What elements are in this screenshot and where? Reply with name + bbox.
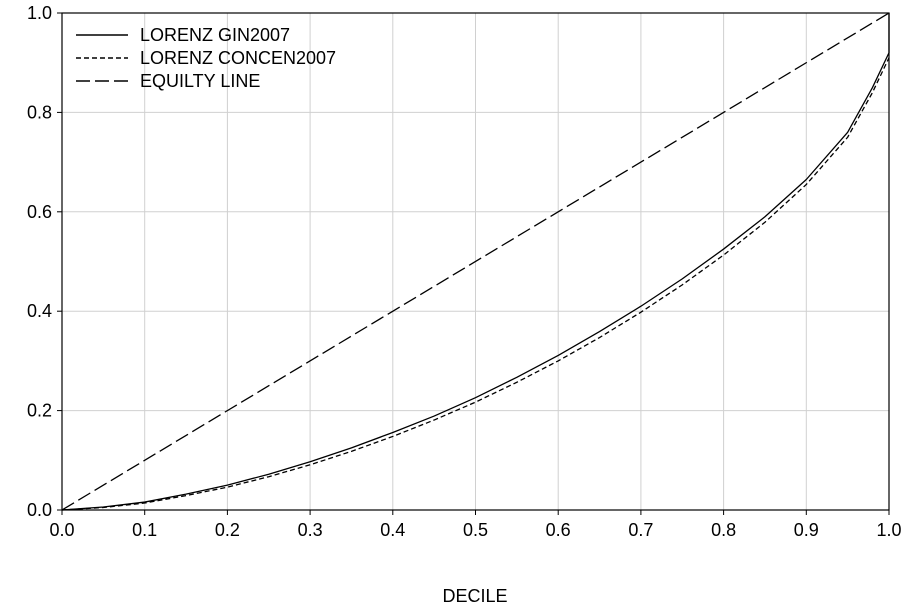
- y-tick-label: 1.0: [27, 3, 52, 23]
- x-tick-label: 0.4: [380, 520, 405, 540]
- series-layer: [61, 12, 890, 511]
- x-tick-label: 0.8: [711, 520, 736, 540]
- series-line-long-dash: [61, 12, 890, 511]
- tick-layer: 0.0 0.1 0.2 0.3 0.4 0.5 0.6 0.7 0.8 0.9 1.0 0.0 0.2 0…: [27, 3, 902, 540]
- x-tick-label: 0.2: [215, 520, 240, 540]
- x-tick-label: 0.0: [49, 520, 74, 540]
- x-tick-label: 0.1: [132, 520, 157, 540]
- x-tick-label: 0.6: [546, 520, 571, 540]
- legend-label: LORENZ GIN2007: [140, 25, 290, 45]
- series-line-dashed: [61, 57, 890, 511]
- x-axis-title: DECILE: [442, 586, 507, 606]
- x-tick-label: 1.0: [876, 520, 901, 540]
- x-tick-label: 0.7: [628, 520, 653, 540]
- legend: LORENZ GIN2007 LORENZ CONCEN2007 EQUILTY L…: [76, 25, 336, 91]
- x-tick-label: 0.5: [463, 520, 488, 540]
- legend-label: EQUILTY LINE: [140, 71, 260, 91]
- y-tick-label: 0.4: [27, 301, 52, 321]
- y-tick-label: 0.8: [27, 102, 52, 122]
- series-line-solid: [61, 13, 890, 511]
- x-tick-label: 0.9: [794, 520, 819, 540]
- y-tick-label: 0.0: [27, 500, 52, 520]
- y-tick-label: 0.2: [27, 401, 52, 421]
- x-tick-label: 0.3: [298, 520, 323, 540]
- legend-label: LORENZ CONCEN2007: [140, 48, 336, 68]
- y-tick-label: 0.6: [27, 202, 52, 222]
